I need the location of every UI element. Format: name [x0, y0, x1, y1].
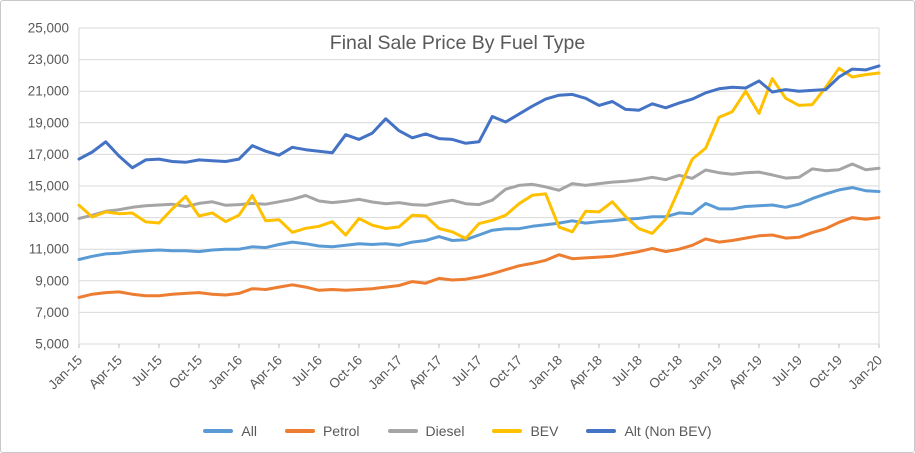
series-line-bev — [77, 66, 881, 240]
x-tick-label: Jan-20 — [845, 353, 885, 393]
legend-item-petrol: Petrol — [284, 423, 360, 439]
series-line-diesel — [77, 162, 881, 220]
y-tick-label: 19,000 — [28, 115, 69, 130]
x-tick-label: Apr-18 — [566, 353, 605, 392]
x-tick-label: Oct-16 — [326, 353, 365, 392]
x-tick-label: Apr-16 — [246, 353, 285, 392]
x-tick-label: Jan-19 — [685, 353, 725, 393]
series-line-all — [77, 186, 881, 261]
legend: All Petrol Diesel BEV Alt (Non BEV) — [1, 423, 914, 439]
x-tick-label: Jan-16 — [205, 353, 245, 393]
x-tick-label: Apr-17 — [406, 353, 445, 392]
y-tick-label: 5,000 — [35, 337, 69, 352]
x-tick-label: Oct-17 — [486, 353, 525, 392]
series-line-alt-non-bev — [77, 64, 881, 170]
x-tick-label: Apr-15 — [86, 353, 125, 392]
x-tick-label: Oct-19 — [806, 353, 845, 392]
legend-item-diesel: Diesel — [387, 423, 465, 439]
legend-label: Petrol — [322, 423, 360, 439]
y-tick-label: 11,000 — [29, 242, 69, 257]
legend-item-all: All — [203, 423, 257, 439]
x-tick-label: Jul-18 — [609, 353, 646, 390]
x-tick-label: Jan-17 — [365, 353, 405, 393]
x-tick-label: Jul-17 — [449, 353, 486, 390]
legend-line-swatch — [387, 429, 418, 433]
legend-label: Diesel — [425, 423, 465, 439]
x-tick-label: Jan-18 — [525, 353, 565, 393]
series-line-petrol — [77, 216, 881, 299]
x-tick-label: Jan-15 — [45, 353, 85, 393]
y-tick-label: 9,000 — [35, 273, 69, 288]
legend-item-bev: BEV — [492, 423, 558, 439]
y-tick-label: 15,000 — [28, 179, 69, 194]
legend-label: Alt (Non BEV) — [624, 423, 712, 439]
y-tick-label: 25,000 — [28, 21, 69, 36]
legend-line-swatch — [492, 429, 523, 433]
y-tick-label: 7,000 — [35, 305, 69, 320]
y-tick-label: 17,000 — [28, 147, 69, 162]
legend-item-alt-non-bev: Alt (Non BEV) — [586, 423, 712, 439]
legend-line-swatch — [203, 429, 234, 433]
x-tick-label: Apr-19 — [726, 353, 765, 392]
x-tick-label: Oct-18 — [646, 353, 685, 392]
legend-label: BEV — [530, 423, 559, 439]
legend-line-swatch — [284, 429, 315, 433]
legend-line-swatch — [586, 429, 617, 433]
x-tick-label: Jul-16 — [289, 353, 326, 390]
y-tick-label: 21,000 — [28, 84, 69, 99]
x-tick-label: Oct-15 — [166, 353, 205, 392]
x-tick-label: Jul-15 — [129, 353, 166, 390]
y-tick-label: 23,000 — [28, 52, 69, 67]
y-tick-label: 13,000 — [28, 210, 69, 225]
x-tick-label: Jul-19 — [769, 353, 806, 390]
legend-label: All — [241, 423, 257, 439]
